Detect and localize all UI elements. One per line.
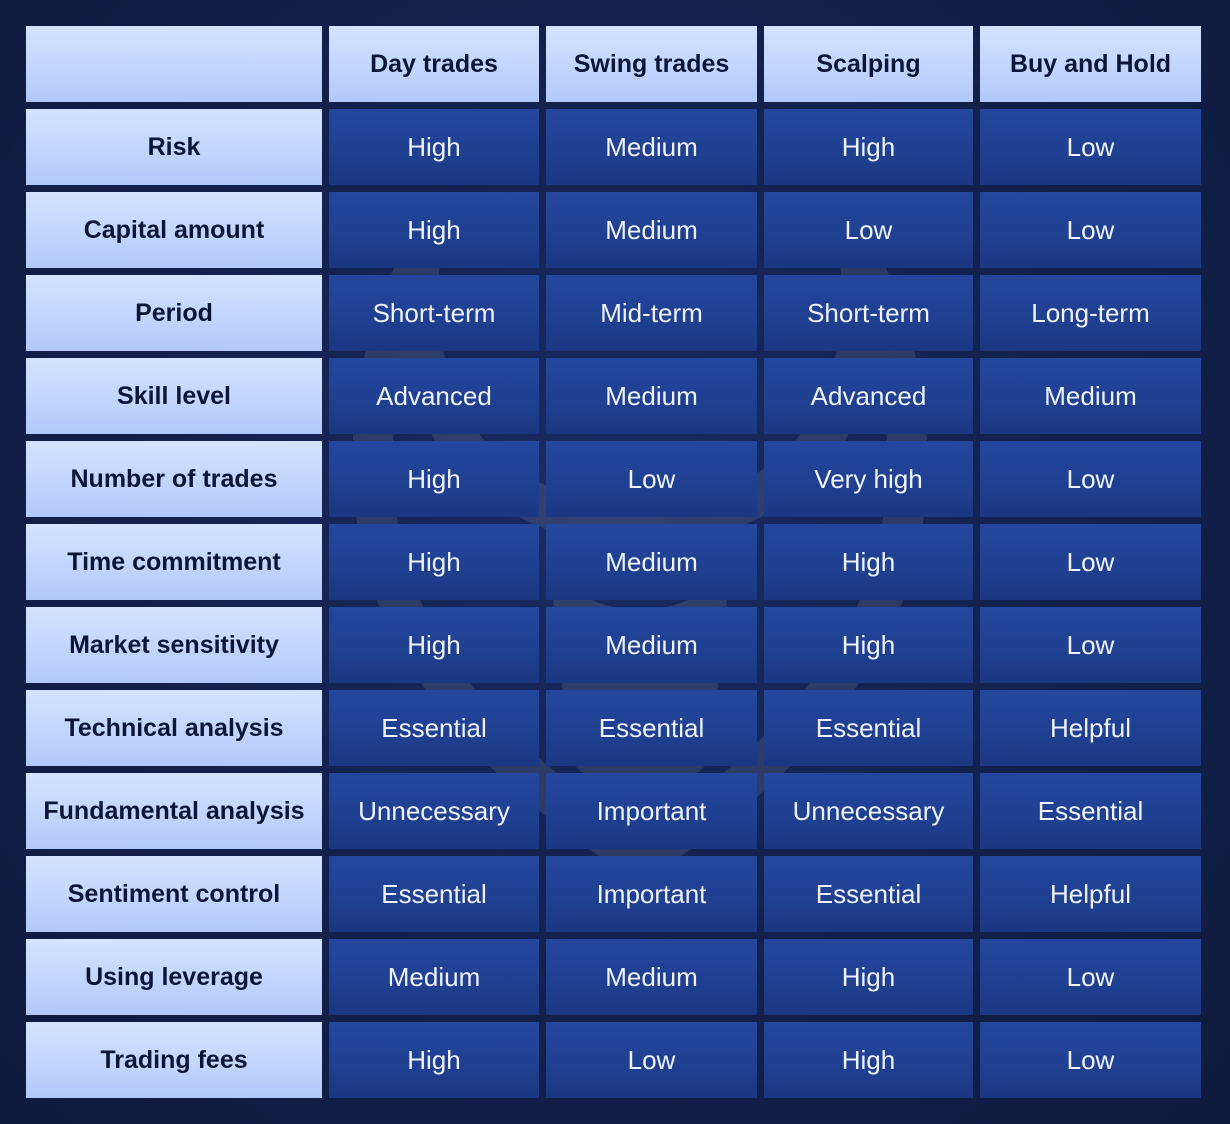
row-label-fundamental-analysis: Fundamental analysis xyxy=(26,773,322,849)
table-cell-technical-analysis-swing-trades: Essential xyxy=(546,690,757,766)
table-cell-using-leverage-scalping: High xyxy=(764,939,973,1015)
table-cell-using-leverage-buy-and-hold: Low xyxy=(980,939,1201,1015)
row-label-time-commitment: Time commitment xyxy=(26,524,322,600)
table-cell-technical-analysis-scalping: Essential xyxy=(764,690,973,766)
table-cell-number-of-trades-scalping: Very high xyxy=(764,441,973,517)
table-cell-fundamental-analysis-scalping: Unnecessary xyxy=(764,773,973,849)
table-cell-skill-level-day-trades: Advanced xyxy=(329,358,539,434)
column-header-swing-trades: Swing trades xyxy=(546,26,757,102)
column-header-buy-and-hold: Buy and Hold xyxy=(980,26,1201,102)
table-cell-time-commitment-day-trades: High xyxy=(329,524,539,600)
table-cell-using-leverage-swing-trades: Medium xyxy=(546,939,757,1015)
table-cell-risk-buy-and-hold: Low xyxy=(980,109,1201,185)
table-cell-fundamental-analysis-swing-trades: Important xyxy=(546,773,757,849)
table-cell-time-commitment-swing-trades: Medium xyxy=(546,524,757,600)
table-cell-time-commitment-buy-and-hold: Low xyxy=(980,524,1201,600)
table-cell-market-sensitivity-swing-trades: Medium xyxy=(546,607,757,683)
table-cell-trading-fees-buy-and-hold: Low xyxy=(980,1022,1201,1098)
table-cell-sentiment-control-buy-and-hold: Helpful xyxy=(980,856,1201,932)
table-cell-period-day-trades: Short-term xyxy=(329,275,539,351)
table-cell-market-sensitivity-scalping: High xyxy=(764,607,973,683)
table-cell-number-of-trades-swing-trades: Low xyxy=(546,441,757,517)
table-cell-skill-level-buy-and-hold: Medium xyxy=(980,358,1201,434)
table-cell-risk-swing-trades: Medium xyxy=(546,109,757,185)
row-label-skill-level: Skill level xyxy=(26,358,322,434)
table-cell-period-buy-and-hold: Long-term xyxy=(980,275,1201,351)
table-cell-period-swing-trades: Mid-term xyxy=(546,275,757,351)
table-cell-trading-fees-day-trades: High xyxy=(329,1022,539,1098)
row-label-technical-analysis: Technical analysis xyxy=(26,690,322,766)
row-label-risk: Risk xyxy=(26,109,322,185)
table-cell-trading-fees-swing-trades: Low xyxy=(546,1022,757,1098)
table-cell-sentiment-control-day-trades: Essential xyxy=(329,856,539,932)
table-cell-capital-amount-scalping: Low xyxy=(764,192,973,268)
table-cell-time-commitment-scalping: High xyxy=(764,524,973,600)
row-label-using-leverage: Using leverage xyxy=(26,939,322,1015)
table-cell-risk-scalping: High xyxy=(764,109,973,185)
comparison-table: Day trades Swing trades Scalping Buy and… xyxy=(26,26,1201,1098)
table-cell-technical-analysis-day-trades: Essential xyxy=(329,690,539,766)
table-cell-capital-amount-swing-trades: Medium xyxy=(546,192,757,268)
table-cell-technical-analysis-buy-and-hold: Helpful xyxy=(980,690,1201,766)
row-label-trading-fees: Trading fees xyxy=(26,1022,322,1098)
table-cell-risk-day-trades: High xyxy=(329,109,539,185)
table-cell-number-of-trades-buy-and-hold: Low xyxy=(980,441,1201,517)
table-cell-sentiment-control-swing-trades: Important xyxy=(546,856,757,932)
table-cell-using-leverage-day-trades: Medium xyxy=(329,939,539,1015)
column-header-day-trades: Day trades xyxy=(329,26,539,102)
table-cell-market-sensitivity-day-trades: High xyxy=(329,607,539,683)
row-label-sentiment-control: Sentiment control xyxy=(26,856,322,932)
table-cell-skill-level-swing-trades: Medium xyxy=(546,358,757,434)
table-cell-number-of-trades-day-trades: High xyxy=(329,441,539,517)
column-header-scalping: Scalping xyxy=(764,26,973,102)
row-label-period: Period xyxy=(26,275,322,351)
row-label-market-sensitivity: Market sensitivity xyxy=(26,607,322,683)
table-cell-market-sensitivity-buy-and-hold: Low xyxy=(980,607,1201,683)
table-cell-skill-level-scalping: Advanced xyxy=(764,358,973,434)
table-cell-trading-fees-scalping: High xyxy=(764,1022,973,1098)
table-corner-cell xyxy=(26,26,322,102)
table-cell-fundamental-analysis-buy-and-hold: Essential xyxy=(980,773,1201,849)
table-cell-fundamental-analysis-day-trades: Unnecessary xyxy=(329,773,539,849)
table-cell-capital-amount-buy-and-hold: Low xyxy=(980,192,1201,268)
table-cell-sentiment-control-scalping: Essential xyxy=(764,856,973,932)
table-cell-capital-amount-day-trades: High xyxy=(329,192,539,268)
row-label-capital-amount: Capital amount xyxy=(26,192,322,268)
row-label-number-of-trades: Number of trades xyxy=(26,441,322,517)
table-cell-period-scalping: Short-term xyxy=(764,275,973,351)
